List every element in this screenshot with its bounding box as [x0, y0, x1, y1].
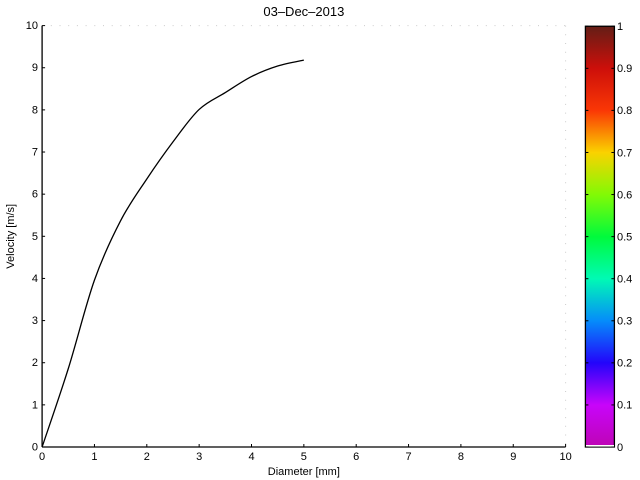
svg-text:4: 4	[32, 273, 38, 285]
svg-text:03–Dec–2013: 03–Dec–2013	[263, 4, 344, 19]
svg-text:Diameter [mm]: Diameter [mm]	[268, 466, 340, 478]
svg-text:0: 0	[32, 442, 38, 454]
svg-text:0.5: 0.5	[617, 231, 632, 243]
svg-text:5: 5	[301, 451, 307, 463]
svg-text:0.2: 0.2	[617, 358, 632, 370]
svg-text:5: 5	[32, 231, 38, 243]
svg-text:0.8: 0.8	[617, 105, 632, 117]
svg-text:7: 7	[32, 147, 38, 159]
svg-text:0.6: 0.6	[617, 189, 632, 201]
svg-text:Velocity [m/s]: Velocity [m/s]	[5, 204, 17, 269]
svg-text:6: 6	[353, 451, 359, 463]
svg-text:9: 9	[32, 62, 38, 74]
svg-text:8: 8	[32, 104, 38, 116]
svg-text:0: 0	[39, 451, 45, 463]
svg-text:3: 3	[32, 315, 38, 327]
svg-text:1: 1	[32, 399, 38, 411]
svg-text:9: 9	[510, 451, 516, 463]
svg-text:0.3: 0.3	[617, 316, 632, 328]
svg-text:1: 1	[91, 451, 97, 463]
svg-text:0.9: 0.9	[617, 63, 632, 75]
svg-text:0: 0	[617, 442, 623, 454]
svg-text:10: 10	[559, 451, 571, 463]
svg-text:7: 7	[405, 451, 411, 463]
svg-text:2: 2	[144, 451, 150, 463]
svg-text:0.4: 0.4	[617, 274, 632, 286]
svg-text:3: 3	[196, 451, 202, 463]
svg-text:0.7: 0.7	[617, 147, 632, 159]
svg-text:0.1: 0.1	[617, 400, 632, 412]
svg-text:8: 8	[458, 451, 464, 463]
svg-text:1: 1	[617, 21, 623, 33]
svg-text:2: 2	[32, 357, 38, 369]
svg-text:10: 10	[26, 20, 38, 32]
svg-text:6: 6	[32, 189, 38, 201]
svg-text:4: 4	[248, 451, 254, 463]
